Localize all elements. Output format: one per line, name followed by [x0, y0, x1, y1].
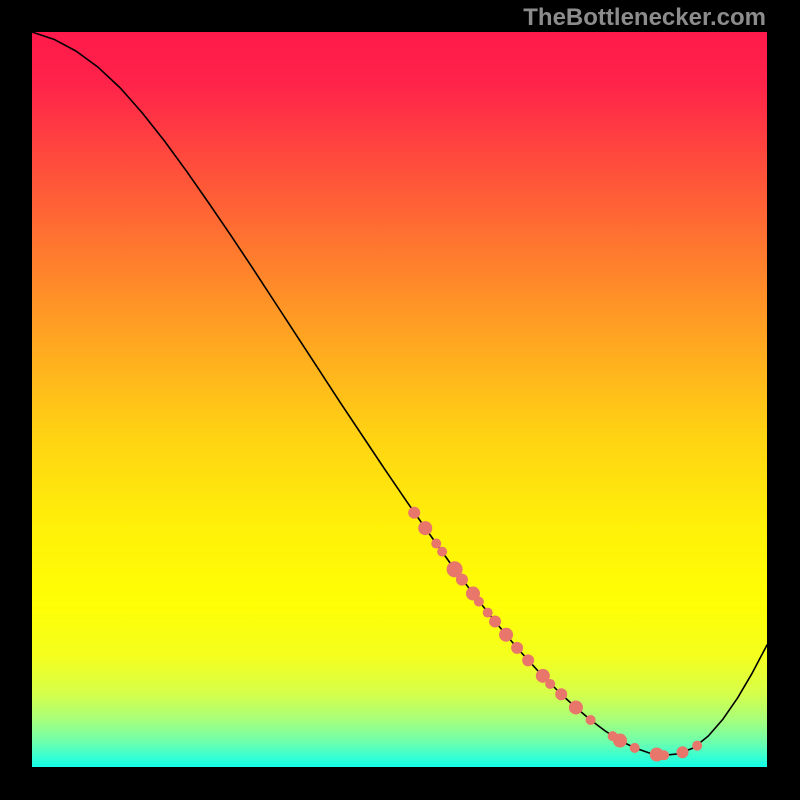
scatter-point — [499, 628, 513, 642]
scatter-point — [676, 746, 688, 758]
scatter-point — [613, 734, 627, 748]
scatter-point — [483, 608, 493, 618]
scatter-point — [511, 642, 523, 654]
scatter-point — [456, 574, 468, 586]
scatter-point — [522, 654, 534, 666]
watermark-text: TheBottlenecker.com — [523, 4, 766, 32]
scatter-point — [489, 615, 501, 627]
scatter-point — [408, 507, 420, 519]
scatter-point — [418, 521, 432, 535]
scatter-point — [659, 750, 669, 760]
scatter-point — [431, 539, 441, 549]
chart-frame: TheBottlenecker.com — [0, 0, 800, 800]
scatter-point — [555, 688, 567, 700]
scatter-point — [692, 741, 702, 751]
scatter-point — [474, 597, 484, 607]
scatter-point — [569, 700, 583, 714]
scatter-point — [630, 743, 640, 753]
scatter-point — [545, 679, 555, 689]
bottleneck-curve-chart — [32, 32, 767, 767]
gradient-background — [32, 32, 767, 767]
scatter-point — [586, 715, 596, 725]
scatter-point — [437, 547, 447, 557]
